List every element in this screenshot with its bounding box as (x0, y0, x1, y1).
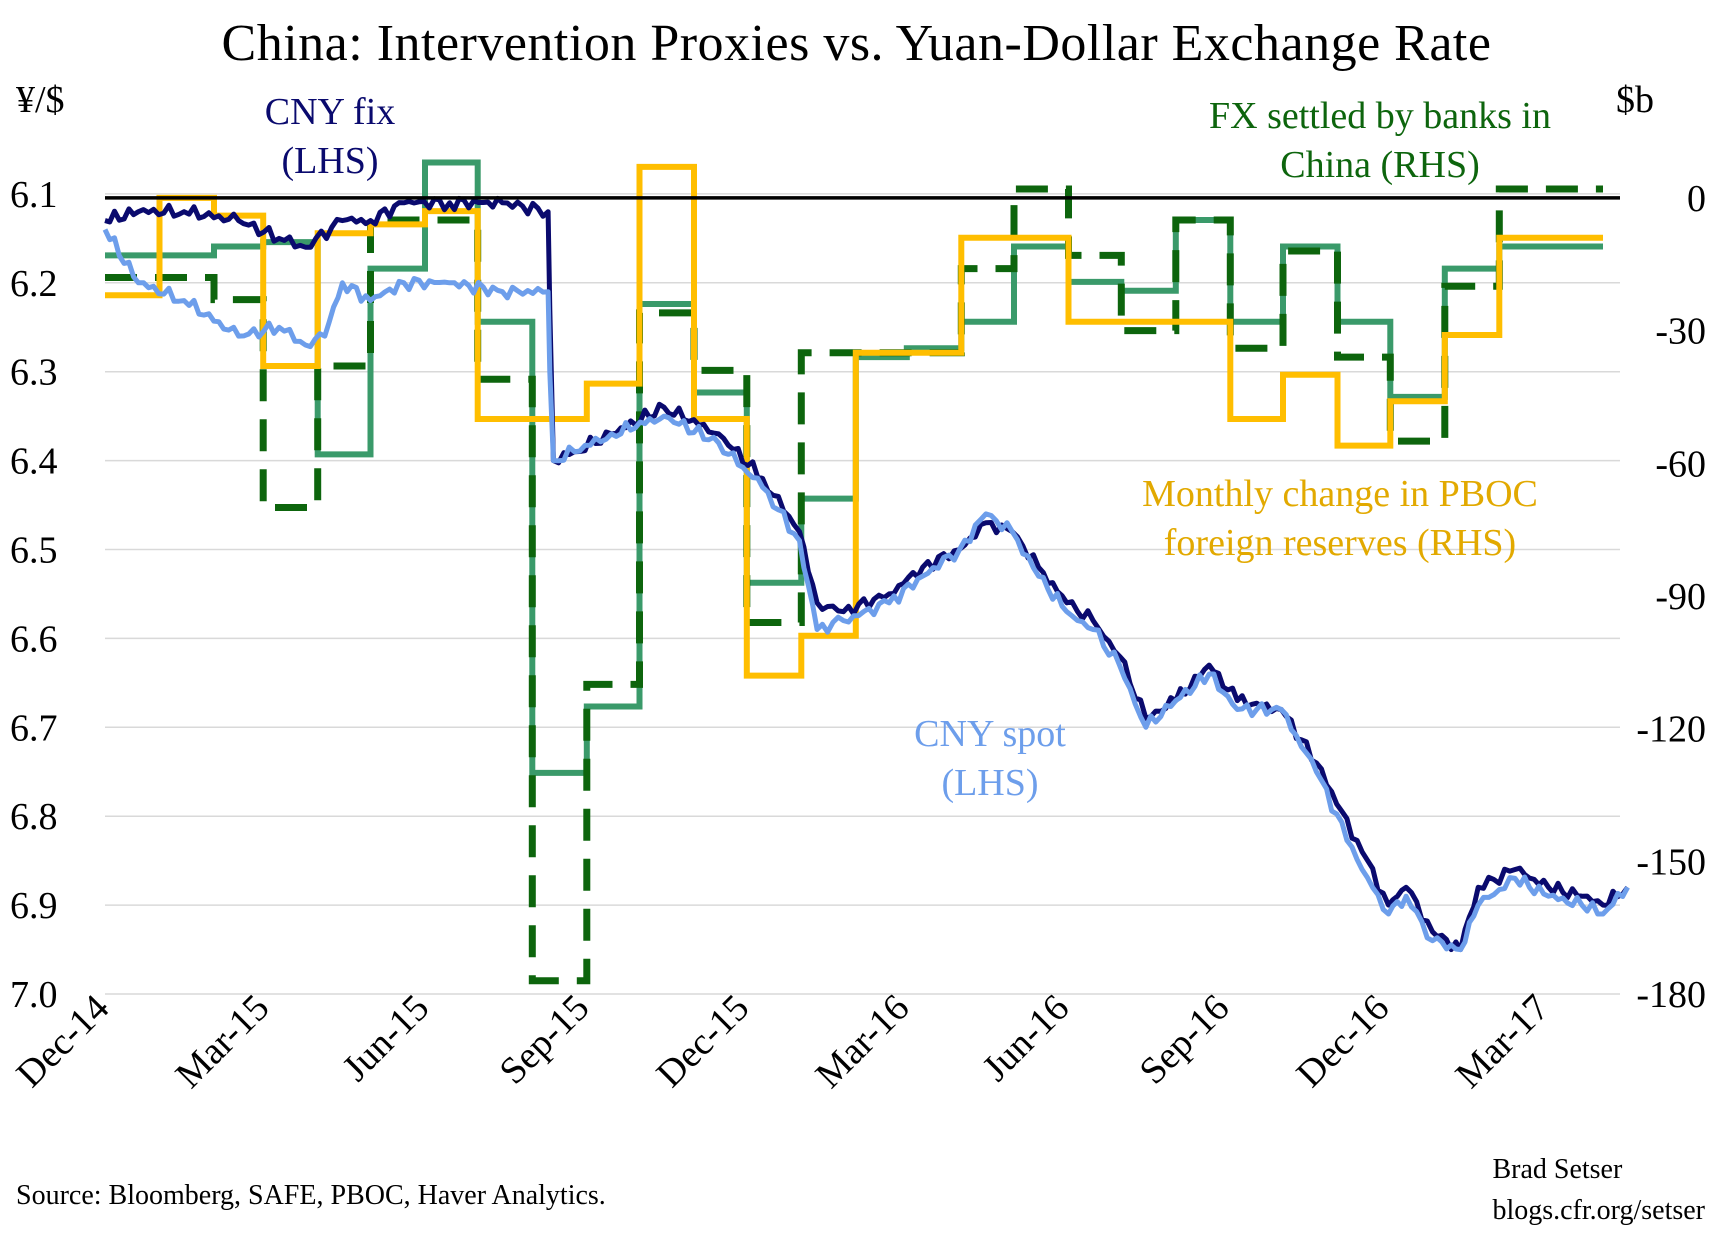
annotation-cny-fix: CNY fix (LHS) (210, 88, 450, 187)
annotation-fx-settled: FX settled by banks in China (RHS) (1170, 92, 1590, 191)
right-tick-label: -60 (1655, 443, 1706, 485)
x-tick-label: Jun-15 (335, 987, 438, 1090)
x-tick-label: Mar-15 (168, 987, 278, 1097)
left-tick-label: 6.7 (10, 707, 58, 749)
right-axis-label: $b (1616, 79, 1654, 121)
left-axis-label: ¥/$ (16, 79, 65, 121)
annotation-fx-settled-line1: FX settled by banks in (1209, 95, 1551, 137)
left-tick-label: 6.6 (10, 618, 58, 660)
right-tick-label: -30 (1655, 311, 1706, 353)
left-tick-label: 6.5 (10, 530, 58, 572)
credit-site: blogs.cfr.org/setser (1492, 1194, 1705, 1226)
x-tick-label: Mar-16 (808, 987, 918, 1097)
x-tick-label: Sep-16 (1132, 987, 1238, 1093)
annotation-cny-fix-line2: (LHS) (281, 140, 379, 183)
source-note: Source: Bloomberg, SAFE, PBOC, Haver Ana… (16, 1180, 606, 1211)
x-axis-ticks: Dec-14 Mar-15 Jun-15 Sep-15 Dec-15 Mar-16 Jun-… (9, 987, 1558, 1097)
series-cny-fix (104, 195, 1630, 953)
left-tick-label: 6.3 (10, 352, 58, 394)
credit-author: Brad Setser (1492, 1154, 1623, 1185)
annotation-fx-settled-line2: China (RHS) (1280, 144, 1480, 187)
series-layer (102, 159, 1630, 985)
left-tick-label: 6.1 (10, 174, 58, 216)
left-tick-label: 6.4 (10, 441, 58, 483)
right-tick-label: -150 (1636, 841, 1706, 883)
left-axis-ticks: 6.1 6.2 6.3 6.4 6.5 6.6 6.7 6.8 6.9 7.0 (10, 174, 58, 1016)
x-tick-label: Dec-16 (1289, 987, 1398, 1096)
annotation-cny-spot: CNY spot (LHS) (870, 710, 1110, 809)
credit: Brad Setser blogs.cfr.org/setser (1492, 1150, 1705, 1231)
annotation-cny-spot-line2: (LHS) (941, 762, 1039, 805)
right-tick-label: -90 (1655, 576, 1706, 618)
annotation-pboc-line1: Monthly change in PBOC (1142, 473, 1538, 515)
annotation-cny-fix-line1: CNY fix (264, 91, 396, 133)
gridlines (105, 193, 1620, 995)
series-cny-spot (102, 228, 1630, 953)
annotation-cny-spot-line1: CNY spot (914, 713, 1066, 755)
x-tick-label: Dec-15 (649, 987, 758, 1096)
left-tick-label: 6.9 (10, 885, 58, 927)
x-tick-label: Mar-17 (1448, 987, 1558, 1097)
left-tick-label: 6.2 (10, 263, 58, 305)
right-tick-label: -180 (1636, 974, 1706, 1016)
chart-title: China: Intervention Proxies vs. Yuan-Dol… (221, 15, 1492, 72)
annotation-pboc-line2: foreign reserves (RHS) (1163, 522, 1517, 565)
left-tick-label: 7.0 (10, 974, 58, 1016)
x-tick-label: Sep-15 (492, 987, 598, 1093)
right-axis-ticks: 0 -30 -60 -90 -120 -150 -180 (1636, 178, 1706, 1016)
annotation-pboc: Monthly change in PBOC foreign reserves … (1090, 470, 1590, 569)
x-tick-label: Jun-16 (975, 987, 1078, 1090)
right-tick-label: -120 (1636, 709, 1706, 751)
right-tick-label: 0 (1687, 178, 1706, 220)
left-tick-label: 6.8 (10, 796, 58, 838)
series-pboc-reserves (105, 163, 1603, 679)
